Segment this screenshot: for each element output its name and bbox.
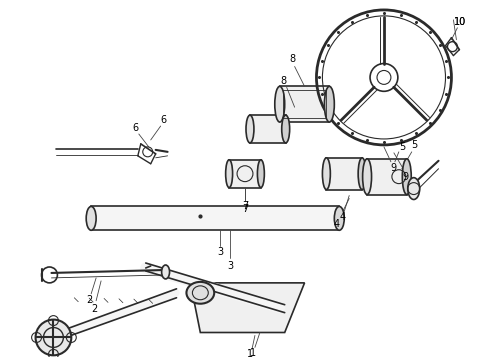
Text: 10: 10 [454,17,466,27]
Bar [367,159,407,194]
Text: 4: 4 [333,219,340,229]
Polygon shape [191,283,305,333]
Bar [326,158,362,190]
Ellipse shape [363,159,371,194]
Text: 7: 7 [242,204,248,215]
Text: 7: 7 [242,202,248,211]
Text: 1: 1 [247,349,253,359]
Text: 4: 4 [339,212,345,222]
Ellipse shape [322,158,330,190]
Ellipse shape [186,282,214,304]
Ellipse shape [275,86,285,122]
Bar [91,206,339,230]
Bar [229,160,261,188]
Ellipse shape [162,265,170,279]
Text: 2: 2 [86,295,92,305]
Circle shape [36,320,72,355]
Ellipse shape [358,158,366,190]
Ellipse shape [86,206,96,230]
Ellipse shape [257,160,264,188]
Text: 3: 3 [217,247,223,257]
Text: 8: 8 [290,54,295,64]
Text: 9: 9 [391,163,397,173]
Text: 2: 2 [91,304,97,314]
Text: 5: 5 [412,140,418,150]
Ellipse shape [334,206,344,230]
Text: 1: 1 [250,348,256,358]
Text: 9: 9 [403,172,409,182]
Bar [280,86,329,122]
Ellipse shape [324,86,334,122]
Ellipse shape [246,115,254,143]
Text: 8: 8 [281,76,287,86]
Text: 6: 6 [133,123,139,133]
Text: 3: 3 [227,261,233,271]
Text: 10: 10 [454,17,466,27]
Ellipse shape [408,178,419,199]
Text: 5: 5 [399,142,405,152]
Ellipse shape [402,159,411,194]
Bar [283,90,326,118]
Bar [250,115,286,143]
Ellipse shape [282,115,290,143]
Ellipse shape [226,160,233,188]
Text: 6: 6 [161,115,167,125]
